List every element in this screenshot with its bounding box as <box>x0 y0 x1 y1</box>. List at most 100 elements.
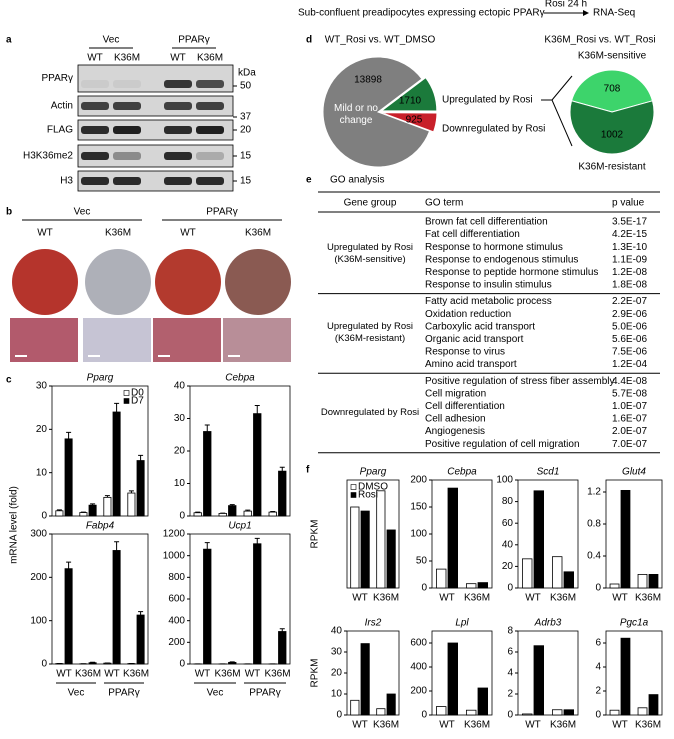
slice-value: 925 <box>406 115 423 126</box>
bar <box>552 709 563 716</box>
bar <box>620 489 631 589</box>
bar <box>103 496 112 517</box>
x-tick-label: K36M <box>635 593 661 604</box>
p-value: 4.4E-08 <box>612 376 647 387</box>
y-tick-label: 0 <box>41 659 47 670</box>
panel-label: f <box>306 465 310 476</box>
y-tick-label: 0.4 <box>587 551 601 562</box>
blot-row-label: Actin <box>51 101 73 112</box>
y-tick-label: 400 <box>168 615 185 626</box>
bar <box>609 709 620 716</box>
chart-title: Cebpa <box>447 467 477 478</box>
y-tick-label: 10 <box>174 478 186 489</box>
panel-label: d <box>306 35 312 46</box>
lane-label: WT <box>180 228 196 239</box>
y-tick-label: 30 <box>174 413 186 424</box>
x-tick-label: WT <box>525 720 541 731</box>
pie-slice <box>570 69 654 113</box>
kda-marker: 20 <box>240 125 252 136</box>
y-tick-label: 2 <box>595 686 601 697</box>
y-tick-label: 0 <box>421 583 427 594</box>
y-tick-label: 20 <box>502 561 514 572</box>
p-value: 1.2E-08 <box>612 267 647 278</box>
x-tick-label: WT <box>245 669 261 680</box>
band <box>164 177 192 185</box>
band <box>164 126 192 134</box>
go-term: Positive regulation of cell migration <box>425 439 580 450</box>
group-label: Vec <box>68 688 85 699</box>
p-value: 1.0E-07 <box>612 401 647 412</box>
y-tick-label: 50 <box>416 556 428 567</box>
error-bar <box>128 490 134 494</box>
bar <box>278 631 287 665</box>
blot-row-label: H3 <box>60 176 73 187</box>
bar <box>522 713 533 716</box>
bar <box>376 490 386 589</box>
chart-title: Glut4 <box>622 467 646 478</box>
go-term: Carboxylic acid transport <box>425 321 535 332</box>
panel-label: e <box>306 175 312 186</box>
bar <box>55 510 64 517</box>
x-tick-label: K36M <box>264 669 290 680</box>
bar <box>278 470 287 517</box>
chart-title: Pgc1a <box>620 618 649 629</box>
bar <box>268 511 277 517</box>
band <box>113 126 141 134</box>
y-tick-label: 200 <box>168 637 185 648</box>
chart-title: Cebpa <box>225 373 255 384</box>
bar <box>253 413 262 517</box>
slice-value: 1710 <box>399 96 422 107</box>
group-label: Vec <box>207 688 224 699</box>
go-term: Cell adhesion <box>425 414 486 425</box>
x-tick-label: K36M <box>464 720 490 731</box>
error-bar <box>229 504 235 506</box>
table-header: GO term <box>425 198 463 209</box>
bar <box>79 512 88 517</box>
p-value: 1.8E-08 <box>612 280 647 291</box>
error-bar <box>254 405 260 414</box>
x-tick-label: WT <box>612 593 628 604</box>
go-term: Fatty acid metabolic process <box>425 296 552 307</box>
go-term: Cell migration <box>425 388 486 399</box>
band <box>196 126 224 134</box>
chart-title: Ucp1 <box>228 521 251 532</box>
p-value: 5.7E-08 <box>612 388 647 399</box>
lane-label: K36M <box>105 228 131 239</box>
bar <box>522 558 533 589</box>
group-label: PPARγ <box>249 688 281 699</box>
y-tick-label: 1200 <box>163 529 186 540</box>
bar <box>447 642 459 716</box>
y-tick-label: 30 <box>36 381 48 392</box>
chart-title: Pparg <box>87 373 114 384</box>
legend-label: Rosi <box>358 490 378 501</box>
x-tick-label: K36M <box>373 593 399 604</box>
bar <box>435 706 447 716</box>
gene-group-box: Downregulated by Rosi <box>321 407 419 418</box>
y-tick-label: 40 <box>174 381 186 392</box>
kda-marker: 37 <box>240 112 252 123</box>
p-value: 4.2E-15 <box>612 229 647 240</box>
error-bar <box>254 537 260 544</box>
y-tick-label: 0 <box>507 583 513 594</box>
x-tick-label: WT <box>352 593 368 604</box>
y-tick-label: 150 <box>410 502 427 513</box>
bar <box>136 614 145 665</box>
x-tick-label: K36M <box>75 669 101 680</box>
bar <box>193 512 202 517</box>
slice-value: 13898 <box>354 75 382 86</box>
bar <box>447 487 459 589</box>
p-value: 1.1E-09 <box>612 254 647 265</box>
error-bar <box>114 541 120 551</box>
lane-label: WT <box>87 53 103 64</box>
band <box>164 102 192 110</box>
pie-title: WT_Rosi vs. WT_DMSO <box>325 35 436 46</box>
lane-label: WT <box>37 228 53 239</box>
go-term: Organic acid transport <box>425 334 524 345</box>
table-header: p value <box>612 198 645 209</box>
blot-row-label: PPARγ <box>42 73 74 84</box>
chart-title: Scd1 <box>537 467 560 478</box>
legend-label: DMSO <box>358 482 388 493</box>
bar <box>350 506 360 589</box>
go-term: Response to peptide hormone stimulus <box>425 267 598 278</box>
p-value: 7.0E-07 <box>612 439 647 450</box>
